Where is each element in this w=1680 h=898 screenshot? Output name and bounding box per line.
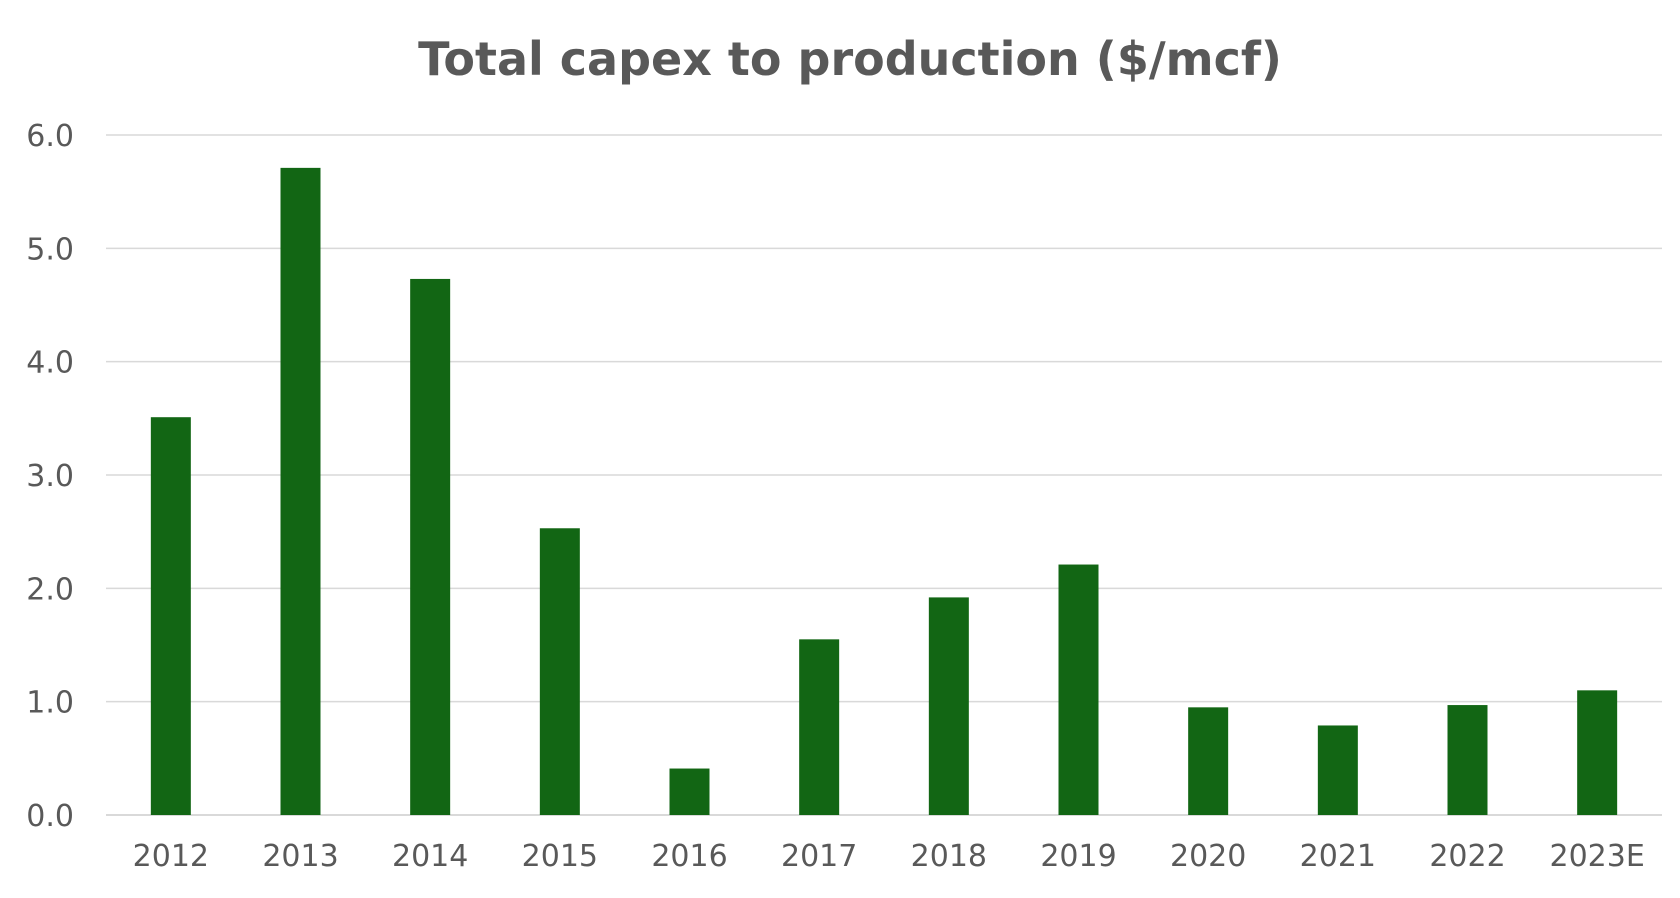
x-tick-label: 2018 (911, 839, 987, 874)
x-tick-label: 2017 (781, 839, 857, 874)
bar-2018 (928, 597, 969, 815)
bar-2013 (280, 167, 321, 815)
x-axis-tick-labels: 2012 2013 2014 2015 2016 2017 2018 2019 2020 2021… (133, 839, 1645, 874)
bar-2022 (1447, 705, 1488, 815)
x-tick-label: 2021 (1300, 839, 1376, 874)
x-tick-label: 2016 (651, 839, 727, 874)
y-tick-label: 3.0 (26, 459, 74, 494)
y-tick-label: 6.0 (26, 119, 74, 154)
x-tick-label: 2022 (1429, 839, 1505, 874)
chart-title: Total capex to production ($/mcf) (418, 32, 1282, 86)
y-tick-label: 5.0 (26, 232, 74, 267)
bar-2019 (1058, 564, 1099, 815)
x-tick-label: 2015 (522, 839, 598, 874)
bars (150, 167, 1618, 815)
x-tick-label: 2013 (262, 839, 338, 874)
y-tick-label: 1.0 (26, 686, 74, 721)
bar-2015 (539, 528, 580, 815)
bar-2020 (1188, 707, 1229, 815)
bar-2023E (1577, 690, 1618, 815)
bar-2012 (150, 417, 191, 815)
gridlines (106, 134, 1662, 816)
bar-2017 (799, 639, 840, 815)
y-axis-tick-labels: 0.0 1.0 2.0 3.0 4.0 5.0 6.0 (26, 119, 74, 834)
x-tick-label: 2023E (1550, 839, 1645, 874)
x-tick-label: 2019 (1040, 839, 1116, 874)
y-tick-label: 2.0 (26, 572, 74, 607)
x-tick-label: 2020 (1170, 839, 1246, 874)
x-tick-label: 2012 (133, 839, 209, 874)
bar-2014 (410, 278, 451, 815)
bar-2021 (1317, 725, 1358, 815)
y-tick-label: 4.0 (26, 346, 74, 381)
x-tick-label: 2014 (392, 839, 468, 874)
y-tick-label: 0.0 (26, 799, 74, 834)
bar-2016 (669, 768, 710, 815)
